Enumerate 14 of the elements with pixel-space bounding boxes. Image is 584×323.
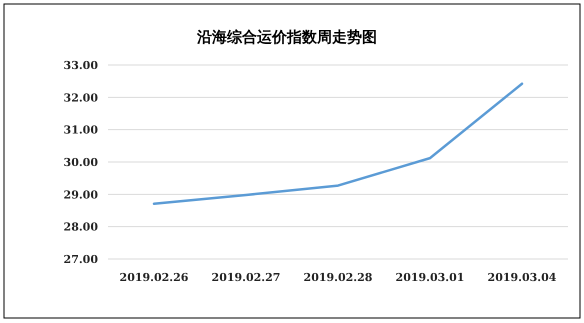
y-tick-label: 27.00	[64, 253, 98, 266]
y-tick-label: 32.00	[64, 91, 98, 104]
y-tick-label: 33.00	[64, 59, 98, 72]
chart-title: 沿海综合运价指数周走势图	[196, 28, 377, 46]
y-tick-label: 29.00	[64, 188, 98, 202]
x-tick-label: 2019.02.26	[120, 271, 189, 284]
y-tick-label: 30.00	[64, 156, 98, 169]
y-tick-label: 31.00	[64, 124, 98, 137]
x-tick-label: 2019.03.01	[396, 271, 464, 284]
x-tick-label: 2019.02.27	[212, 271, 280, 284]
x-tick-label: 2019.02.28	[304, 271, 373, 284]
line-series	[152, 82, 524, 205]
x-tick-label: 2019.03.04	[488, 271, 557, 284]
y-tick-label: 28.00	[64, 220, 98, 234]
